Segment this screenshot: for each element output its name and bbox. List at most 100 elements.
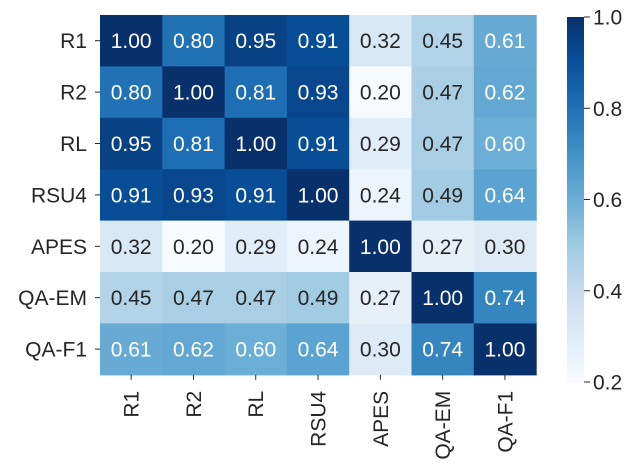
- cell-value-label: 0.29: [360, 133, 401, 156]
- heatmap-cell: [224, 66, 288, 119]
- heatmap-cell: [224, 15, 288, 67]
- heatmap-cell: [100, 117, 163, 170]
- row-tick-label: R2: [60, 82, 87, 105]
- cell-value-label: 0.80: [173, 30, 214, 53]
- cell-value-label: 0.49: [298, 287, 339, 310]
- cell-value-label: 1.00: [173, 82, 214, 105]
- column-tick-label: R1: [121, 391, 144, 418]
- heatmap-cell: [349, 66, 413, 119]
- heatmap-cell: [411, 15, 475, 67]
- colorbar-ticks: 0.2 0.4 0.6 0.8 1.0: [584, 7, 623, 395]
- heatmap-cell: [349, 272, 413, 324]
- cell-value-label: 0.20: [173, 236, 214, 259]
- column-tick-label: QA-F1: [494, 391, 517, 453]
- colorbar-tick-label: 0.2: [593, 372, 622, 395]
- cell-value-label: 0.45: [422, 30, 463, 53]
- colorbar-tick-label: 0.4: [593, 280, 623, 303]
- heatmap-cell: [162, 323, 226, 376]
- heatmap-cells: 1.00 0.80 0.95 0.91 0.32 0.45 0.61 0.80 1.00 0.81…: [100, 15, 537, 376]
- heatmap-cell: [162, 169, 226, 222]
- colorbar: [567, 17, 584, 382]
- heatmap-cell: [100, 15, 163, 67]
- row-tick-label: QA-EM: [18, 287, 87, 310]
- colorbar-tick-label: 0.8: [593, 98, 622, 121]
- heatmap-cell: [473, 15, 537, 67]
- heatmap-cell: [349, 15, 413, 67]
- heatmap-cell: [473, 272, 537, 324]
- cell-value-label: 0.27: [422, 236, 463, 259]
- heatmap-cell: [349, 169, 413, 222]
- cell-value-label: 0.95: [111, 133, 152, 156]
- heatmap-cell: [473, 169, 537, 222]
- heatmap-cell: [224, 323, 288, 376]
- row-tick-label: QA-F1: [25, 339, 87, 362]
- cell-value-label: 0.20: [360, 82, 401, 105]
- heatmap-cell: [286, 66, 350, 119]
- cell-value-label: 0.30: [360, 339, 401, 362]
- cell-value-label: 0.91: [298, 133, 339, 156]
- cell-value-label: 0.24: [360, 184, 401, 207]
- row-labels: R1 R2 RL RSU4 APES QA-EM QA-F1: [18, 30, 100, 362]
- heatmap-cell: [411, 272, 475, 324]
- cell-value-label: 0.64: [485, 184, 526, 207]
- heatmap-cell: [162, 66, 226, 119]
- heatmap-cell: [224, 169, 288, 222]
- cell-value-label: 0.62: [173, 339, 214, 362]
- cell-value-label: 0.80: [111, 82, 152, 105]
- row-tick-label: APES: [31, 236, 87, 259]
- colorbar-tick-label: 1.0: [593, 7, 622, 30]
- heatmap-cell: [286, 169, 350, 222]
- heatmap-cell: [286, 117, 350, 170]
- heatmap-cell: [473, 323, 537, 376]
- heatmap-cell: [162, 117, 226, 170]
- cell-value-label: 0.32: [111, 236, 152, 259]
- cell-value-label: 0.60: [485, 133, 526, 156]
- heatmap-cell: [286, 15, 350, 67]
- heatmap-cell: [473, 66, 537, 119]
- column-tick-label: QA-EM: [432, 391, 455, 460]
- heatmap-cell: [411, 169, 475, 222]
- heatmap-cell: [100, 323, 163, 376]
- heatmap-cell: [411, 117, 475, 170]
- cell-value-label: 0.27: [360, 287, 401, 310]
- heatmap-cell: [162, 272, 226, 324]
- cell-value-label: 1.00: [111, 30, 152, 53]
- cell-value-label: 0.61: [111, 339, 152, 362]
- row-tick-label: RL: [60, 133, 87, 156]
- cell-value-label: 1.00: [360, 236, 401, 259]
- heatmap-cell: [224, 272, 288, 324]
- cell-value-label: 0.93: [173, 184, 214, 207]
- heatmap-cell: [473, 117, 537, 170]
- cell-value-label: 0.95: [235, 30, 276, 53]
- cell-value-label: 0.47: [422, 133, 463, 156]
- column-tick-label: RSU4: [308, 390, 331, 446]
- heatmap-cell: [100, 220, 163, 273]
- cell-value-label: 0.24: [298, 236, 339, 259]
- cell-value-label: 0.49: [422, 184, 463, 207]
- cell-value-label: 0.91: [235, 184, 276, 207]
- cell-value-label: 1.00: [298, 184, 339, 207]
- heatmap-cell: [411, 323, 475, 376]
- heatmap-cell: [286, 220, 350, 273]
- heatmap-cell: [224, 220, 288, 273]
- column-tick-label: APES: [370, 391, 393, 447]
- cell-value-label: 0.62: [485, 82, 526, 105]
- cell-value-label: 0.91: [111, 184, 152, 207]
- heatmap-cell: [411, 220, 475, 273]
- cell-value-label: 0.81: [173, 133, 214, 156]
- heatmap-cell: [286, 323, 350, 376]
- cell-value-label: 1.00: [235, 133, 276, 156]
- heatmap-cell: [224, 117, 288, 170]
- heatmap-cell: [100, 272, 163, 324]
- heatmap-cell: [162, 15, 226, 67]
- cell-value-label: 0.74: [422, 339, 463, 362]
- cell-value-label: 0.45: [111, 287, 152, 310]
- heatmap-cell: [100, 66, 163, 119]
- cell-value-label: 0.30: [485, 236, 526, 259]
- cell-value-label: 0.91: [298, 30, 339, 53]
- cell-value-label: 0.81: [235, 82, 276, 105]
- cell-value-label: 1.00: [422, 287, 463, 310]
- colorbar-gradient: [567, 17, 584, 382]
- row-tick-label: RSU4: [31, 184, 87, 207]
